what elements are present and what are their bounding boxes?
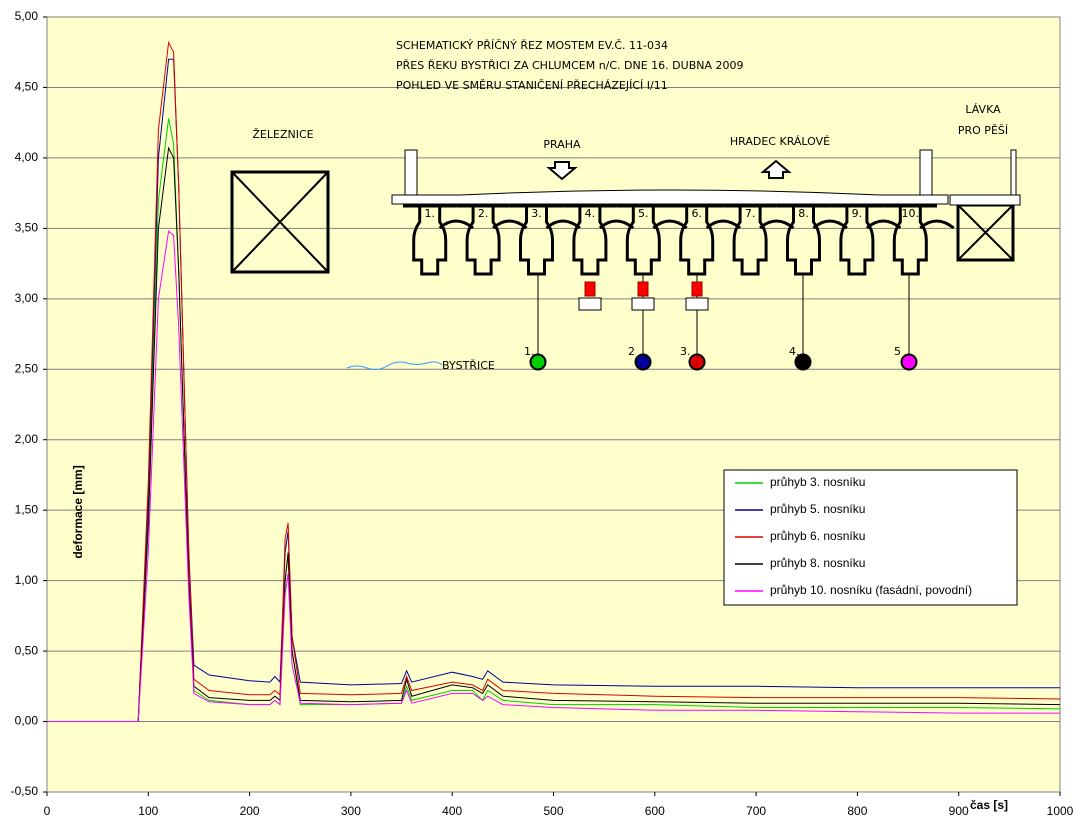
jack-base: [631, 297, 655, 311]
arrow-up: [760, 159, 792, 179]
direction-label: HRADEC KRÁLOVÉ: [730, 135, 830, 148]
deck: [391, 189, 949, 205]
girder-label: 5.: [638, 207, 649, 220]
y-tick-label: 4,50: [15, 80, 39, 94]
legend-label: průhyb 5. nosníku: [770, 502, 865, 516]
series-line: [47, 146, 1061, 722]
footbridge-cross: [957, 204, 1014, 261]
y-tick-label: 2,00: [15, 432, 39, 446]
y-tick-label: 4,00: [15, 150, 39, 164]
girder-label: 3.: [531, 207, 542, 220]
girder-label: 4.: [585, 207, 596, 220]
girders: 1. 2. 3. 4. 5. 6. 7. 8. 9. 10.: [403, 204, 955, 276]
series-line: [47, 40, 1061, 722]
y-tick-label: 2,50: [15, 361, 39, 375]
y-tick-label: 0,00: [15, 714, 39, 728]
river-label: BYSTŘICE: [442, 359, 495, 372]
railing: [919, 149, 933, 196]
y-tick-label: 3,00: [15, 291, 39, 305]
sensor: [688, 353, 706, 371]
sensor: [529, 353, 547, 371]
x-tick-label: 600: [645, 804, 665, 818]
y-tick-label: 5,00: [15, 9, 39, 23]
jack-base: [685, 297, 709, 311]
jack-base: [578, 297, 602, 311]
sensor-label: 2: [628, 345, 635, 358]
girder-label: 6.: [691, 207, 702, 220]
x-tick-label: 500: [543, 804, 563, 818]
x-tick-label: 100: [138, 804, 158, 818]
sensor: [634, 353, 652, 371]
footbridge-label: PRO PĚŠÍ: [958, 124, 1008, 137]
diagram-title: POHLED VE SMĚRU STANIČENÍ PŘECHÁZEJÍCÍ I…: [396, 79, 668, 92]
girder-label: 10.: [902, 207, 920, 220]
sensor-label: 3.: [680, 345, 691, 358]
y-tick-label: 1,50: [15, 502, 39, 516]
plot-area: [46, 16, 1061, 793]
girder: [883, 204, 955, 276]
y-tick-label: 3,50: [15, 221, 39, 235]
lines: [47, 40, 1061, 722]
river: [346, 361, 443, 371]
y-tick-label: -0,50: [11, 784, 39, 798]
railway-cross: [231, 171, 329, 273]
sensor-label: 4.: [789, 345, 800, 358]
y-tick-label: 1,00: [15, 573, 39, 587]
sensor-label: 1.: [524, 345, 535, 358]
jack: [584, 281, 596, 297]
girder-label: 2.: [478, 207, 489, 220]
railing: [404, 149, 418, 196]
footbridge-label: LÁVKA: [965, 103, 1001, 116]
sensor: [794, 353, 812, 371]
girder-label: 1.: [424, 207, 435, 220]
series-line: [47, 230, 1060, 722]
legend-label: průhyb 8. nosníku: [770, 556, 865, 570]
diagram-title: PŘES ŘEKU BYSTŘICI ZA CHLUMCEM n/C. DNE …: [396, 59, 744, 72]
jack: [637, 281, 649, 297]
x-tick-label: 900: [949, 804, 969, 818]
sensor-label: 5: [894, 345, 901, 358]
girder-label: 8.: [798, 207, 809, 220]
x-tick-label: 800: [847, 804, 867, 818]
girder-label: 7.: [745, 207, 756, 220]
x-tick-label: 700: [746, 804, 766, 818]
girder-label: 9.: [852, 207, 863, 220]
arrow-down: [546, 161, 578, 181]
x-tick-label: 300: [341, 804, 361, 818]
legend: [723, 469, 1018, 606]
footbridge-post: [1010, 149, 1017, 196]
diagram: 1. 2. 3. 4. 5. 6. 7. 8. 9. 10.: [230, 149, 1021, 371]
x-tick-label: 200: [240, 804, 260, 818]
y-tick-label: 0,50: [15, 643, 39, 657]
grid: [47, 16, 1060, 793]
x-axis-label: čas [s]: [970, 798, 1008, 812]
sensor: [900, 353, 918, 371]
jack: [691, 281, 703, 297]
footbridge-deck: [949, 194, 1021, 206]
railway-box: [230, 170, 330, 274]
x-tick-label: 0: [44, 804, 51, 818]
legend-label: průhyb 10. nosníku (fasádní, povodní): [770, 583, 972, 597]
railway-label: ŽELEZNICE: [252, 128, 313, 141]
direction-label: PRAHA: [543, 138, 581, 151]
x-tick-label: 1000: [1047, 804, 1074, 818]
legend-label: průhyb 3. nosníku: [770, 475, 865, 489]
y-axis-label: deformace [mm]: [71, 465, 85, 558]
diagram-title: SCHEMATICKÝ PŘÍČNÝ ŘEZ MOSTEM EV.Č. 11-0…: [396, 39, 668, 52]
legend-label: průhyb 6. nosníku: [770, 529, 865, 543]
x-tick-label: 400: [442, 804, 462, 818]
